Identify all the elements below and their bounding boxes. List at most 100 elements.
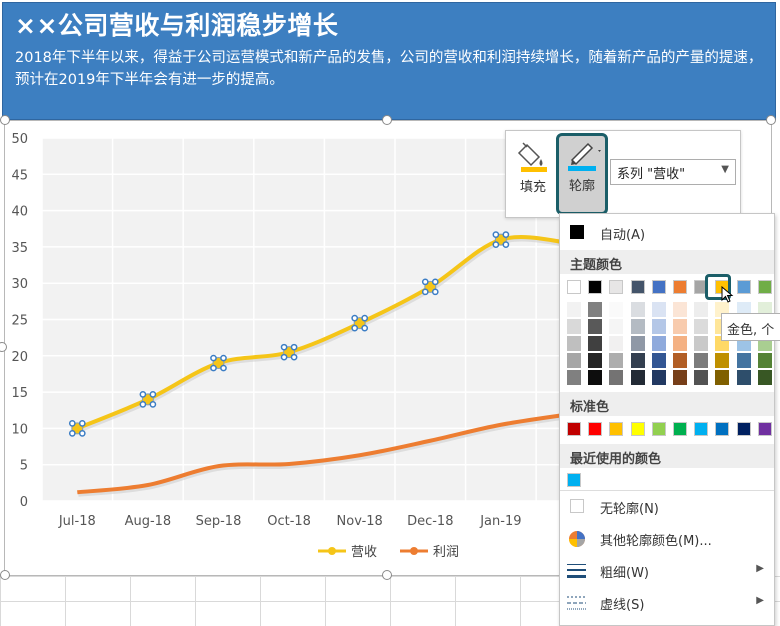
theme-tint-swatch[interactable]	[567, 370, 581, 385]
menu-item-no-outline[interactable]: 无轮廓(N)	[560, 492, 774, 522]
selection-handle[interactable]	[0, 342, 7, 352]
theme-tint-swatch[interactable]	[588, 336, 603, 351]
theme-tint-swatch[interactable]	[673, 353, 687, 368]
selection-point-handle	[351, 324, 359, 332]
selection-point-handle	[149, 391, 157, 398]
selection-handle[interactable]	[0, 115, 10, 125]
standard-color-swatch[interactable]	[651, 422, 666, 436]
theme-tint-swatch[interactable]	[567, 302, 581, 317]
theme-tint-swatch[interactable]	[694, 302, 709, 317]
theme-tint-swatch[interactable]	[757, 353, 772, 368]
theme-tint-swatch[interactable]	[609, 370, 624, 385]
selection-point-handle	[431, 278, 439, 286]
theme-tint-swatch[interactable]	[715, 370, 730, 385]
theme-tint-swatch[interactable]	[609, 319, 624, 334]
theme-tint-swatch[interactable]	[651, 353, 666, 368]
theme-tint-swatch[interactable]	[630, 353, 645, 368]
theme-tint-swatch[interactable]	[715, 353, 730, 368]
theme-tint-swatch[interactable]	[736, 353, 751, 368]
legend-label: 营收	[351, 545, 377, 560]
theme-tint-swatch[interactable]	[694, 319, 709, 334]
standard-color-swatch[interactable]	[736, 422, 751, 436]
standard-color-swatch[interactable]	[609, 422, 624, 436]
y-tick-label: 20	[11, 350, 28, 365]
theme-tint-swatch[interactable]	[651, 370, 666, 385]
theme-tint-swatch[interactable]	[673, 336, 687, 351]
theme-color-swatch[interactable]	[736, 280, 751, 294]
standard-color-swatch[interactable]	[673, 422, 687, 436]
theme-color-swatch[interactable]	[673, 280, 687, 294]
theme-tint-swatch[interactable]	[757, 370, 772, 385]
auto-label: 自动(A)	[600, 228, 646, 243]
standard-color-swatch[interactable]	[757, 422, 772, 436]
series-select[interactable]: 系列 "营收" ▼	[610, 159, 736, 185]
theme-tint-swatch[interactable]	[736, 370, 751, 385]
theme-tint-swatch[interactable]	[609, 336, 624, 351]
selection-point-handle	[280, 353, 288, 361]
theme-tint-swatch[interactable]	[609, 353, 624, 368]
dashes-label: 虚线(S)	[600, 598, 645, 613]
menu-item-more-colors[interactable]: 其他轮廓颜色(M)...	[560, 524, 774, 554]
gold-swatch-highlight	[705, 274, 731, 300]
standard-color-swatch[interactable]	[694, 422, 709, 436]
theme-tint-swatch[interactable]	[694, 353, 709, 368]
theme-color-swatch[interactable]	[567, 280, 581, 294]
theme-tint-swatch[interactable]	[651, 319, 666, 334]
standard-color-swatch[interactable]	[630, 422, 645, 436]
selection-point-handle	[210, 354, 217, 362]
selection-handle[interactable]	[0, 570, 10, 580]
format-toolbar: 填充 轮廓 系列 "营收" ▼	[505, 130, 741, 218]
paint-bucket-icon	[517, 142, 547, 172]
standard-color-swatch[interactable]	[588, 422, 603, 436]
color-tooltip: 金色, 个	[721, 313, 780, 341]
selection-point-handle	[502, 241, 510, 248]
theme-tint-swatch[interactable]	[651, 302, 666, 317]
theme-color-swatch[interactable]	[757, 280, 772, 294]
theme-tint-swatch[interactable]	[694, 370, 709, 385]
recent-colors-header: 最近使用的颜色	[560, 444, 774, 468]
standard-color-swatch[interactable]	[567, 422, 581, 436]
mouse-cursor-icon	[721, 286, 734, 303]
outline-label: 轮廓	[568, 179, 595, 194]
theme-tint-swatch[interactable]	[630, 302, 645, 317]
menu-item-weight[interactable]: 粗细(W) ▶	[560, 556, 774, 586]
menu-item-auto[interactable]: 自动(A)	[560, 218, 774, 248]
x-tick-label: Oct-18	[267, 514, 311, 529]
title-banner[interactable]: ××公司营收与利润稳步增长 2018年下半年以来，得益于公司运营模式和新产品的发…	[2, 2, 776, 120]
theme-color-swatch[interactable]	[651, 280, 666, 294]
theme-tint-swatch[interactable]	[630, 370, 645, 385]
standard-color-swatch[interactable]	[715, 422, 730, 436]
theme-tint-swatch[interactable]	[630, 336, 645, 351]
recent-color-swatch[interactable]	[567, 473, 581, 487]
theme-tint-swatch[interactable]	[567, 353, 581, 368]
theme-tint-swatch[interactable]	[588, 319, 603, 334]
theme-tint-swatch[interactable]	[673, 319, 687, 334]
theme-tint-swatch[interactable]	[673, 370, 687, 385]
menu-item-dashes[interactable]: 虚线(S) ▶	[560, 588, 774, 618]
selection-point-handle	[290, 343, 298, 351]
theme-color-swatch[interactable]	[588, 280, 603, 294]
series-select-value: 系列 "营收"	[617, 167, 686, 182]
theme-tint-swatch[interactable]	[673, 302, 687, 317]
theme-tint-swatch[interactable]	[567, 336, 581, 351]
theme-tint-swatch[interactable]	[567, 319, 581, 334]
theme-tint-swatch[interactable]	[630, 319, 645, 334]
x-tick-label: Jul-18	[58, 514, 96, 529]
y-tick-label: 25	[11, 314, 28, 329]
outline-button[interactable]: 轮廓	[556, 133, 608, 215]
theme-tint-swatch[interactable]	[588, 302, 603, 317]
theme-tint-swatch[interactable]	[609, 302, 624, 317]
y-tick-label: 45	[11, 168, 28, 183]
selection-handle[interactable]	[382, 115, 392, 125]
selection-handle[interactable]	[766, 115, 776, 125]
theme-tint-swatch[interactable]	[588, 370, 603, 385]
selection-handle[interactable]	[382, 570, 392, 580]
theme-tint-swatch[interactable]	[651, 336, 666, 351]
theme-tint-swatch[interactable]	[694, 336, 709, 351]
theme-color-swatch[interactable]	[609, 280, 624, 294]
theme-tint-swatch[interactable]	[588, 353, 603, 368]
x-tick-label: Dec-18	[407, 514, 453, 529]
fill-button[interactable]: 填充	[508, 135, 558, 213]
theme-color-swatch[interactable]	[630, 280, 645, 294]
